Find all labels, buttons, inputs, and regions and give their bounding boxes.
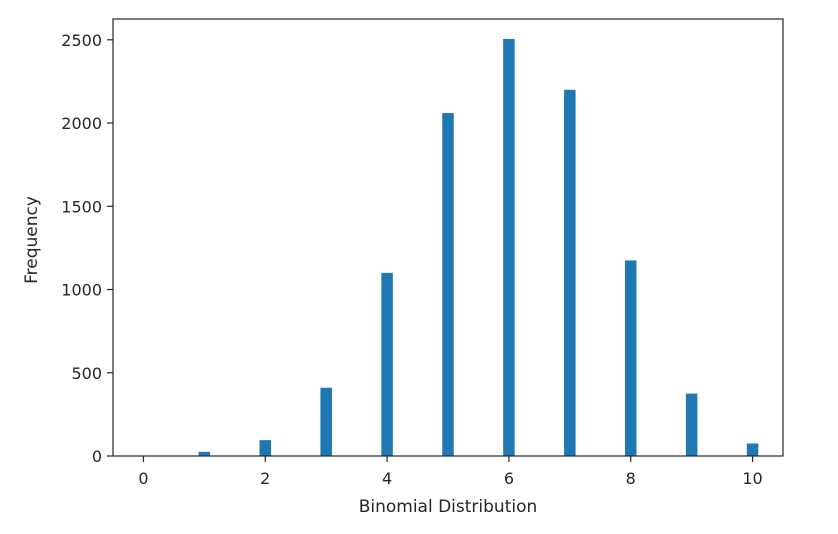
plot-frame <box>112 18 784 457</box>
y-tick-label: 2000 <box>61 114 102 133</box>
y-tick-label: 1500 <box>61 197 102 216</box>
bar-3 <box>320 387 332 456</box>
bars-group <box>198 38 759 456</box>
bar-8 <box>624 260 637 456</box>
bar-5 <box>442 113 454 456</box>
bar-1 <box>198 451 211 456</box>
x-tick-label: 4 <box>382 469 392 488</box>
x-tick-label: 0 <box>138 469 148 488</box>
bar-9 <box>685 393 698 456</box>
x-tick-label: 8 <box>626 469 636 488</box>
x-tick-label: 6 <box>504 469 514 488</box>
y-tick-label: 2500 <box>61 31 102 50</box>
y-tick-label: 500 <box>71 364 102 383</box>
x-tick-label: 10 <box>742 469 762 488</box>
bar-4 <box>381 272 393 456</box>
bar-6 <box>503 38 515 456</box>
x-tick-label: 2 <box>260 469 270 488</box>
bar-2 <box>259 440 272 456</box>
y-axis-ticks: 0 500 1000 1500 2000 2500 <box>61 31 113 466</box>
y-tick-label: 0 <box>92 447 102 466</box>
x-axis-ticks: 0 2 4 6 8 10 <box>138 456 763 488</box>
bar-7 <box>564 89 576 456</box>
y-tick-label: 1000 <box>61 281 102 300</box>
y-axis-label: Frequency <box>22 196 42 284</box>
x-axis-label: Binomial Distribution <box>359 497 538 517</box>
bar-10 <box>746 443 759 456</box>
